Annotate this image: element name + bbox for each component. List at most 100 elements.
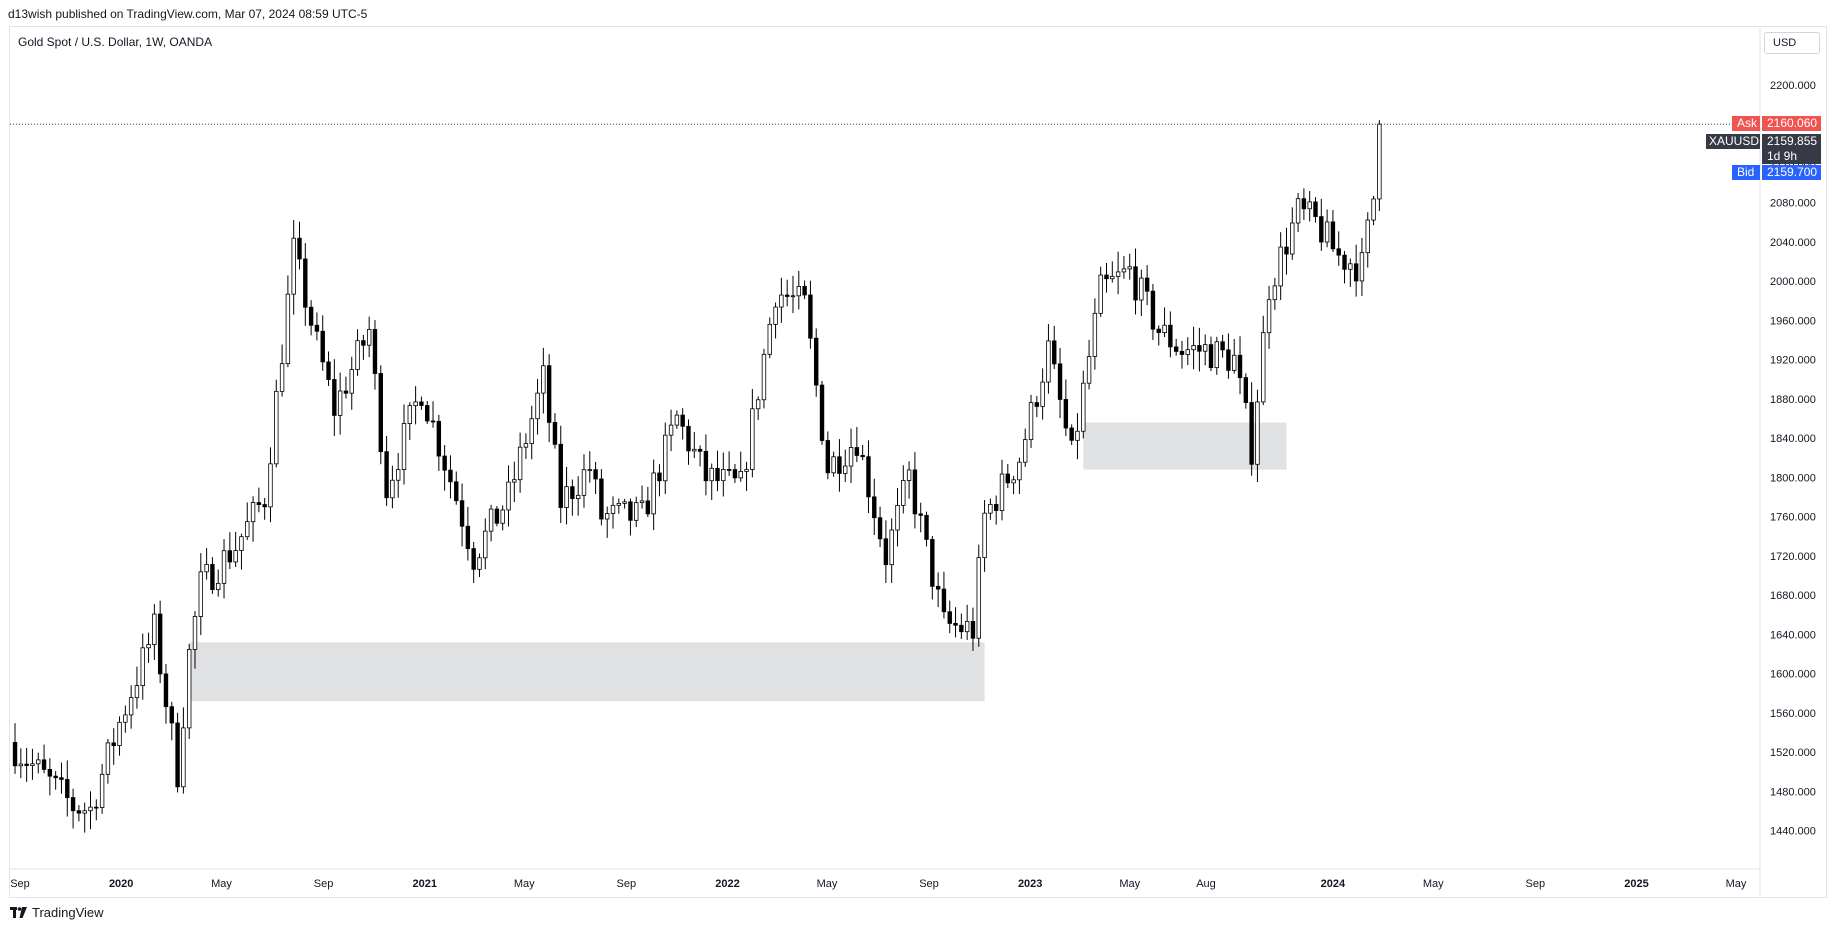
chart-frame — [9, 26, 1827, 898]
candle-body — [454, 481, 459, 502]
candle-body — [541, 365, 546, 394]
candle-body — [605, 513, 610, 520]
candle-body — [401, 423, 407, 470]
candle-body — [1249, 402, 1254, 465]
candle-body — [935, 585, 941, 590]
y-tick-label: 2200.000 — [1770, 80, 1816, 92]
candle-body — [1348, 263, 1353, 270]
candle-body — [175, 722, 180, 788]
bid-label: Bid — [1732, 165, 1760, 180]
candle-body — [111, 742, 116, 746]
candle-body — [1226, 349, 1231, 371]
candle-body — [1307, 201, 1312, 210]
candle-body — [1185, 349, 1190, 355]
candle-body — [639, 500, 645, 504]
candle-body — [889, 529, 894, 566]
candle-body — [378, 373, 383, 453]
candle-body — [599, 478, 604, 520]
candle-body — [918, 513, 923, 516]
candle-body — [506, 481, 511, 511]
x-tick-label: Sep — [919, 878, 939, 890]
candle-body — [285, 293, 291, 365]
candle-body — [1365, 219, 1370, 254]
candle-body — [1295, 198, 1301, 224]
candle-body — [471, 548, 476, 570]
candle-body — [529, 418, 534, 444]
candle-body — [732, 469, 738, 479]
candle-body — [941, 588, 947, 613]
candle-body — [848, 447, 854, 467]
candle-body — [866, 456, 871, 498]
candle-body — [843, 465, 848, 474]
candle-body — [1232, 354, 1237, 371]
candle-body — [796, 286, 801, 297]
candle-body — [1086, 356, 1092, 384]
candle-body — [901, 480, 906, 506]
candle-body — [570, 486, 575, 499]
currency-selector[interactable]: USD — [1764, 32, 1820, 54]
symbol-label: XAUUSD — [1706, 134, 1760, 149]
candle-body — [634, 502, 639, 521]
x-tick-label: May — [1423, 878, 1444, 890]
candle-body — [88, 806, 93, 812]
candle-body — [477, 557, 482, 570]
candle-body — [970, 620, 976, 639]
candle-body — [1179, 351, 1185, 355]
candle-body — [1261, 332, 1266, 403]
candle-body — [552, 421, 558, 445]
candle-body — [221, 550, 227, 584]
y-tick-label: 1920.000 — [1770, 355, 1816, 367]
candle-body — [587, 469, 592, 472]
candle-body — [883, 538, 889, 566]
candle-body — [1075, 430, 1080, 441]
candle-body — [24, 763, 29, 767]
y-tick-label: 1880.000 — [1770, 394, 1816, 406]
candle-body — [94, 806, 99, 809]
x-tick-label: May — [817, 878, 838, 890]
x-tick-label: May — [1726, 878, 1747, 890]
candle-body — [279, 363, 285, 392]
candle-body — [1017, 461, 1022, 481]
candle-body — [250, 502, 256, 523]
candle-body — [663, 434, 668, 482]
candle-body — [361, 340, 366, 346]
published-info: d13wish published on TradingView.com, Ma… — [8, 7, 368, 21]
x-tick-label: May — [1119, 878, 1140, 890]
candle-body — [906, 469, 912, 481]
y-tick-label: 1800.000 — [1770, 472, 1816, 484]
candle-body — [1150, 290, 1156, 330]
candle-body — [784, 294, 790, 297]
candle-body — [146, 644, 151, 649]
footer-brand[interactable]: TradingView — [10, 905, 104, 920]
candle-body — [1127, 266, 1132, 270]
candle-body — [744, 469, 749, 472]
candle-body — [982, 512, 987, 559]
candle-body — [1046, 340, 1051, 383]
candle-body — [546, 365, 552, 423]
candle-body — [964, 620, 970, 633]
candle-body — [1156, 328, 1161, 334]
candle-body — [256, 502, 262, 505]
candle-body — [186, 649, 192, 729]
candle-body — [494, 508, 500, 524]
candle-body — [337, 390, 343, 416]
y-tick-label: 2080.000 — [1770, 198, 1816, 210]
candle-body — [1284, 246, 1289, 255]
candle-body — [1063, 399, 1069, 429]
candle-body — [192, 616, 198, 650]
candle-body — [390, 479, 395, 499]
candle-body — [332, 379, 337, 416]
y-tick-label: 1440.000 — [1770, 826, 1816, 838]
candle-body — [692, 448, 697, 452]
y-tick-label: 1480.000 — [1770, 786, 1816, 798]
candle-body — [1272, 285, 1278, 301]
candle-body — [814, 337, 819, 386]
candle-body — [1005, 473, 1010, 484]
candle-body — [349, 369, 354, 394]
candle-body — [993, 503, 999, 511]
candle-body — [703, 450, 709, 482]
candle-body — [1115, 271, 1121, 277]
candle-body — [1266, 299, 1272, 334]
x-tick-label: May — [211, 878, 232, 890]
